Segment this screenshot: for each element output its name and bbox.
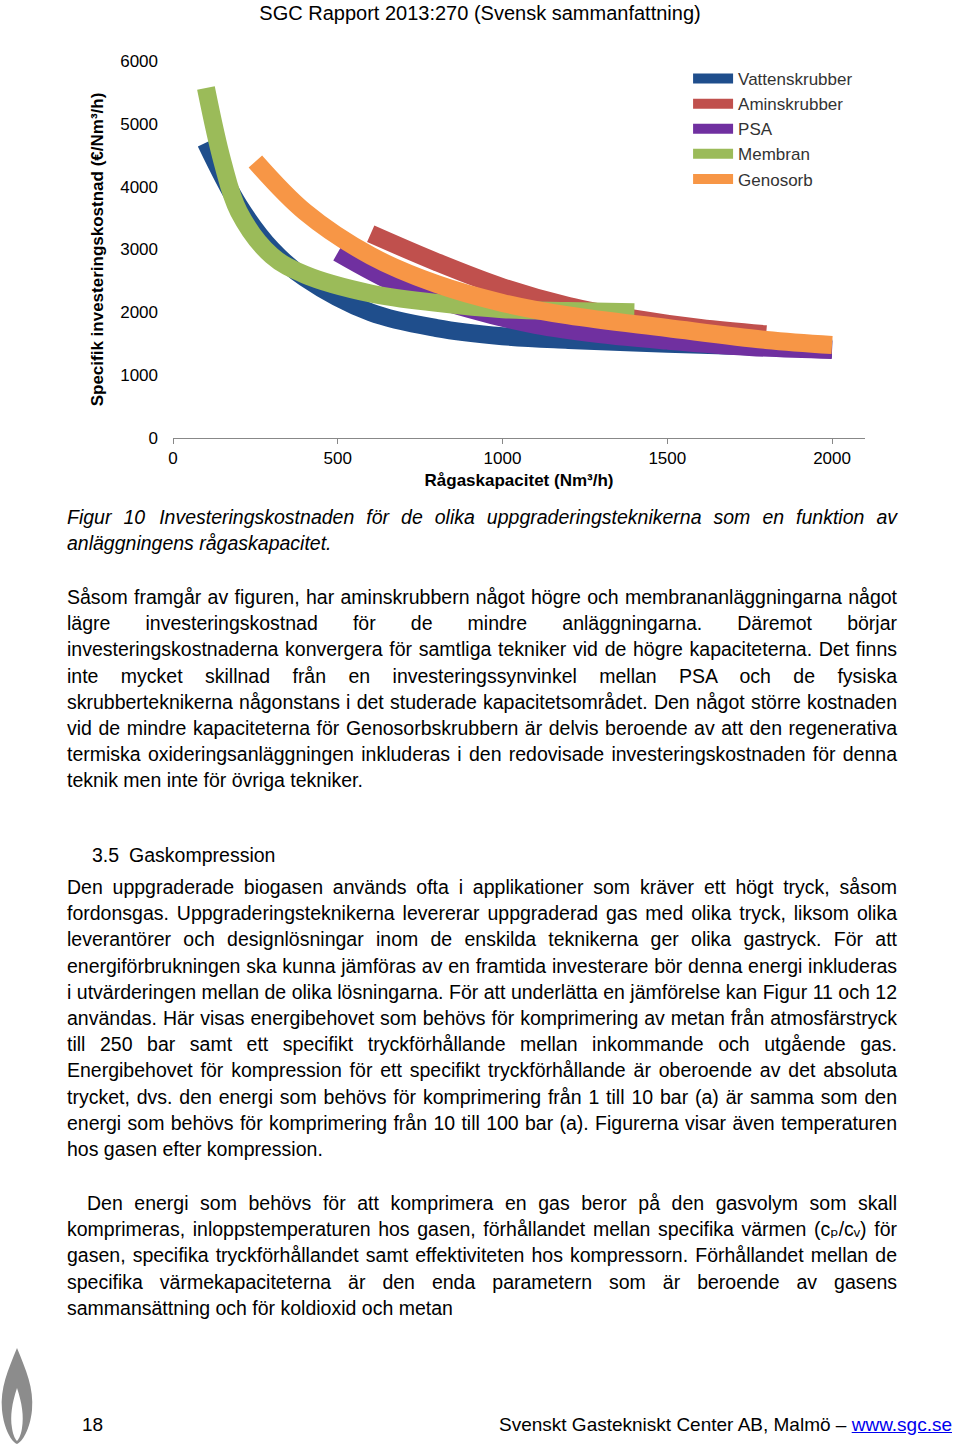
html-text:SGC Rapport 2013:270 (Svensk s: SGC Rapport 2013:270 (Svensk sammanfattn… xyxy=(259,2,701,24)
html-text:Den uppgraderade biogasen anvä: Den uppgraderade biogasen används ofta i… xyxy=(67,876,897,1160)
svg-text:Aminskrubber: Aminskrubber xyxy=(738,95,843,114)
svg-text:2000: 2000 xyxy=(813,449,851,468)
svg-text:0: 0 xyxy=(149,429,158,448)
svg-text:Rågaskapacitet (Nm³/h): Rågaskapacitet (Nm³/h) xyxy=(425,471,614,490)
svg-text:2000: 2000 xyxy=(120,303,158,322)
svg-text:1500: 1500 xyxy=(648,449,686,468)
svg-text:Genosorb: Genosorb xyxy=(738,171,813,190)
svg-text:1000: 1000 xyxy=(120,366,158,385)
svg-text:500: 500 xyxy=(324,449,352,468)
svg-text:3000: 3000 xyxy=(120,240,158,259)
html-text:Såsom framgår av figuren, har: Såsom framgår av figuren, har aminskrubb… xyxy=(67,586,897,792)
svg-text:Vattenskrubber: Vattenskrubber xyxy=(738,70,852,89)
html-text:Investeringskostnaden för de o: Investeringskostnaden för de olika uppgr… xyxy=(67,506,897,555)
svg-text:0: 0 xyxy=(168,449,177,468)
html-text:Figur 10: Figur 10 xyxy=(67,506,146,528)
html-text:3.5: 3.5 xyxy=(92,844,120,866)
html-text:Gaskompression: Gaskompression xyxy=(129,844,276,866)
html-text:Svenskt Gastekniskt Center AB,: Svenskt Gastekniskt Center AB, Malmö – w… xyxy=(499,1414,952,1435)
svg-text:1000: 1000 xyxy=(484,449,522,468)
html-text:Den energi som behövs för att: Den energi som behövs för att komprimera… xyxy=(67,1192,897,1319)
svg-text:5000: 5000 xyxy=(120,115,158,134)
html-text:18: 18 xyxy=(82,1414,104,1435)
svg-text:PSA: PSA xyxy=(738,120,773,139)
svg-text:4000: 4000 xyxy=(120,178,158,197)
svg-text:Specifik investeringskostnad (: Specifik investeringskostnad (€/Nm³/h) xyxy=(88,93,107,407)
svg-text:6000: 6000 xyxy=(120,52,158,71)
svg-text:Membran: Membran xyxy=(738,145,810,164)
